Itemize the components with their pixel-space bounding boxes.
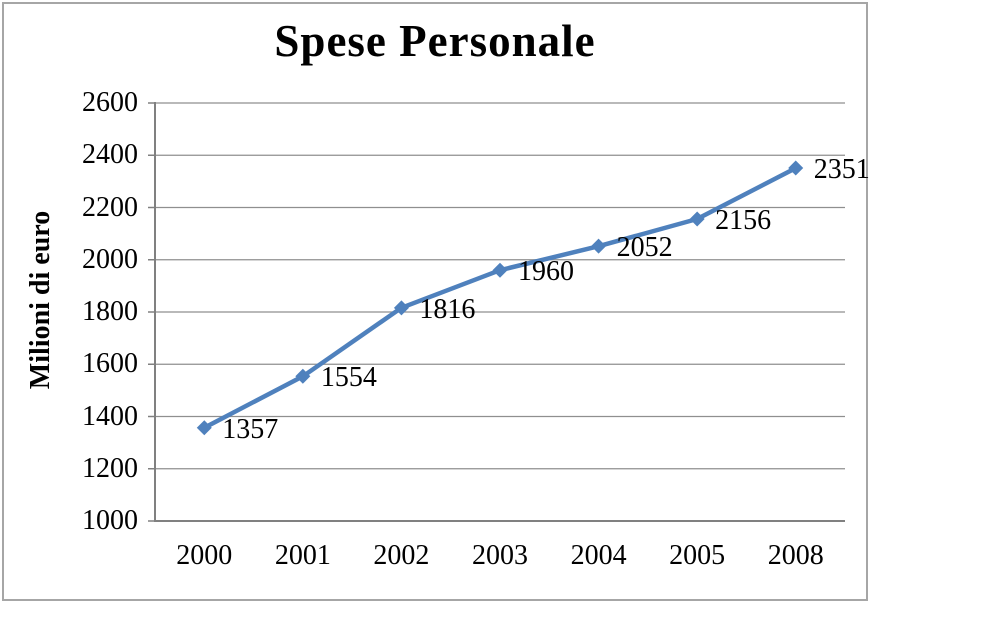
- y-tick-label: 1000: [82, 505, 138, 536]
- data-point-marker: [492, 262, 508, 278]
- x-tick-label: 2000: [176, 540, 233, 571]
- x-tick-label: 2008: [767, 540, 824, 571]
- x-tick-label: 2002: [373, 540, 430, 571]
- y-tick-label: 2600: [82, 87, 138, 118]
- x-tick-label: 2001: [274, 540, 331, 571]
- x-tick-label: 2003: [472, 540, 528, 571]
- x-tick-label: 2004: [570, 540, 627, 571]
- data-label: 2156: [715, 204, 772, 236]
- data-point-marker: [295, 368, 311, 384]
- y-tick-label: 2200: [82, 191, 138, 223]
- data-point-marker: [196, 420, 212, 436]
- data-point-marker: [788, 160, 804, 176]
- data-label: 2351: [813, 154, 870, 186]
- data-label: 2052: [616, 232, 673, 264]
- y-tick-label: 1200: [82, 452, 138, 484]
- data-point-marker: [689, 211, 705, 227]
- chart-title: Spese Personale: [274, 16, 596, 66]
- data-label: 1816: [419, 293, 476, 325]
- data-point-marker: [393, 300, 409, 316]
- x-tick-label: 2005: [669, 540, 726, 571]
- y-tick-label: 1400: [82, 400, 138, 432]
- data-label: 1554: [320, 362, 377, 394]
- y-tick-label: 2000: [82, 243, 138, 275]
- data-label: 1357: [222, 413, 279, 445]
- y-tick-label: 2400: [82, 139, 138, 171]
- y-tick-label: 1800: [82, 296, 138, 327]
- data-label: 1960: [518, 256, 574, 288]
- y-tick-label: 1600: [82, 348, 138, 380]
- data-point-marker: [591, 238, 607, 254]
